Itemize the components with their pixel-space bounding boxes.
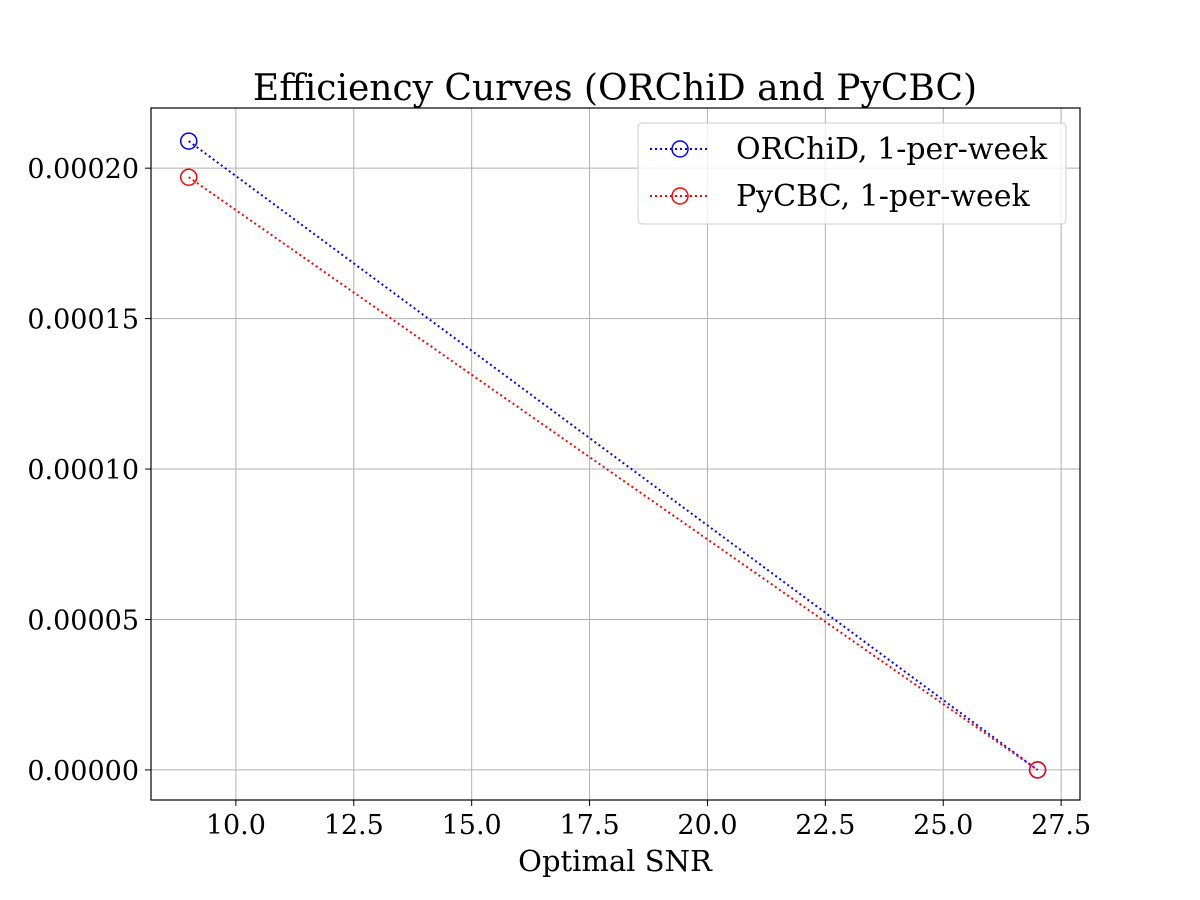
x-tick-label: 15.0 [442, 810, 502, 841]
x-axis-label: Optimal SNR [518, 844, 713, 878]
x-tick-label: 12.5 [324, 810, 384, 841]
y-tick-label: 0.00020 [27, 154, 139, 185]
data-point-1-0 [179, 168, 198, 186]
y-tick-label: 0.00010 [27, 455, 139, 486]
legend-frame [637, 122, 1067, 225]
y-tick-label: 0.00015 [27, 305, 139, 336]
data-point-1-1 [1028, 761, 1047, 779]
y-tick-label: 0.00005 [27, 605, 139, 636]
series-line-0 [188, 140, 1039, 771]
legend: ORChiD, 1-per-week PyCBC, 1-per-week [637, 122, 1067, 225]
series-line-1 [188, 176, 1039, 771]
x-tick-label: 25.0 [913, 810, 973, 841]
legend-label-pycbc: PyCBC, 1-per-week [736, 179, 1030, 214]
x-tick-label: 20.0 [677, 810, 737, 841]
y-axis-ticks: 0.00000 0.00005 0.00010 0.00015 0.00020 [27, 154, 151, 787]
y-tick-label: 0.00000 [27, 756, 139, 787]
legend-marker-pycbc [671, 187, 689, 205]
x-tick-label: 17.5 [560, 810, 620, 841]
chart-title: Efficiency Curves (ORChiD and PyCBC) [253, 68, 977, 109]
x-tick-label: 22.5 [795, 810, 855, 841]
x-tick-label: 27.5 [1031, 810, 1091, 841]
legend-marker-orchid [671, 140, 689, 158]
x-tick-label: 10.0 [206, 810, 266, 841]
x-axis-ticks: 10.0 12.5 15.0 17.5 20.0 22.5 25.0 27.5 [206, 800, 1091, 841]
legend-label-orchid: ORChiD, 1-per-week [736, 132, 1048, 167]
data-point-0-0 [179, 132, 198, 150]
series-layer [179, 132, 1047, 779]
plot-area-frame [150, 107, 1081, 801]
